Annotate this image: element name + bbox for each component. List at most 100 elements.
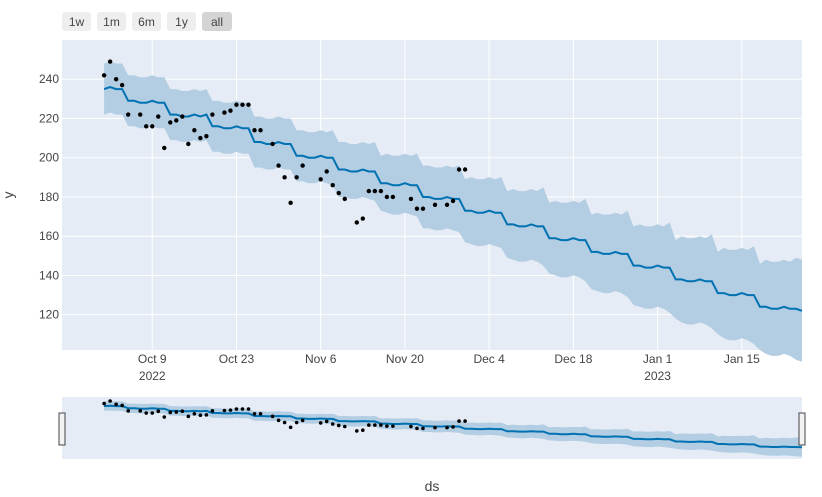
range-button-label: 1m [103,15,120,29]
range-slider-point [150,411,155,415]
range-button-1y[interactable]: 1y [167,12,196,31]
x-axis-title: ds [425,478,440,494]
observed-point [156,114,161,119]
range-slider-point [162,415,167,419]
observed-point [288,200,293,206]
observed-point [294,175,299,180]
x-tick-year: 2023 [644,369,671,383]
observed-point [101,73,107,78]
observed-point [138,112,143,117]
range-slider-point [391,424,395,428]
observed-point [258,128,263,133]
observed-point [384,194,390,200]
range-slider-point [114,402,118,407]
range-slider-point [252,411,257,416]
observed-point [408,196,414,202]
y-axis-ticks: 120 140 160 180 200 220 240 [39,72,59,321]
observed-point [366,188,372,194]
x-tick-label: Jan 1 [643,352,673,366]
y-tick-label: 200 [39,151,59,165]
range-slider-point [204,413,209,417]
observed-point [450,198,456,204]
observed-point [444,202,450,208]
observed-point [198,135,203,141]
observed-point [228,108,233,113]
observed-point [150,124,155,129]
range-slider-point [367,423,371,427]
range-slider-right-handle[interactable] [798,412,806,446]
y-tick-label: 180 [39,190,59,204]
observed-point [462,167,468,172]
range-slider-point [174,410,179,414]
range-slider-point [282,420,287,425]
observed-point [324,169,329,174]
observed-point [113,77,119,82]
range-slider-point [276,418,281,423]
range-slider[interactable] [58,397,806,459]
range-slider-band [104,401,803,457]
observed-point [276,163,281,168]
range-slider-point [156,409,161,414]
observed-point [210,112,215,117]
observed-point [252,128,257,133]
range-slider-point [138,409,143,413]
range-slider-point [379,423,383,427]
range-slider-point [445,425,449,430]
observed-points [101,59,468,225]
uncertainty-band [104,61,803,362]
range-slider-point [294,420,299,425]
observed-point [192,128,197,133]
x-tick-label: Oct 23 [219,352,255,366]
observed-point [234,102,239,107]
x-tick-label: Nov 6 [305,352,337,366]
observed-point [330,182,335,188]
y-tick-label: 240 [39,72,59,86]
observed-point [432,202,438,208]
observed-point [414,206,420,211]
range-slider-point [342,424,347,429]
observed-point [125,112,131,117]
range-slider-point [246,407,251,411]
observed-point [180,114,185,119]
range-button-1w[interactable]: 1w [62,12,91,31]
range-slider-point [192,411,197,416]
range-button-all[interactable]: all [202,12,232,31]
range-slider-point [120,403,124,408]
observed-point [282,175,287,180]
observed-point [354,220,359,225]
observed-point [119,82,125,88]
range-selector: 1w 1m 6m 1y all [62,12,232,31]
observed-point [360,216,366,221]
range-slider-left-handle[interactable] [58,412,66,446]
observed-point [246,102,251,107]
range-slider-point [108,399,112,403]
observed-point [186,141,191,147]
range-button-1m[interactable]: 1m [97,12,126,31]
range-slider-point [373,423,377,427]
range-button-label: 1w [69,15,85,29]
range-slider-point [409,424,413,429]
range-slider-point [240,407,245,411]
range-button-6m[interactable]: 6m [132,12,161,31]
range-slider-point [463,419,467,423]
observed-point [372,188,378,194]
observed-point [162,145,167,151]
observed-point [270,141,275,147]
range-slider-point [102,401,106,406]
range-slider-point [354,429,359,433]
x-tick-label: Nov 20 [386,352,424,366]
x-tick-label: Dec 18 [554,352,592,366]
range-slider-point [270,414,275,419]
range-slider-point [330,422,335,426]
observed-point [168,120,173,125]
observed-point [300,163,305,168]
x-tick-label: Oct 9 [138,352,167,366]
observed-point [420,206,426,211]
observed-point [204,133,209,139]
range-slider-point [126,409,130,413]
range-slider-point [336,423,341,428]
range-slider-point [228,408,233,412]
y-tick-label: 140 [39,268,59,282]
observed-point [390,194,396,200]
y-axis-title: y [0,192,16,199]
